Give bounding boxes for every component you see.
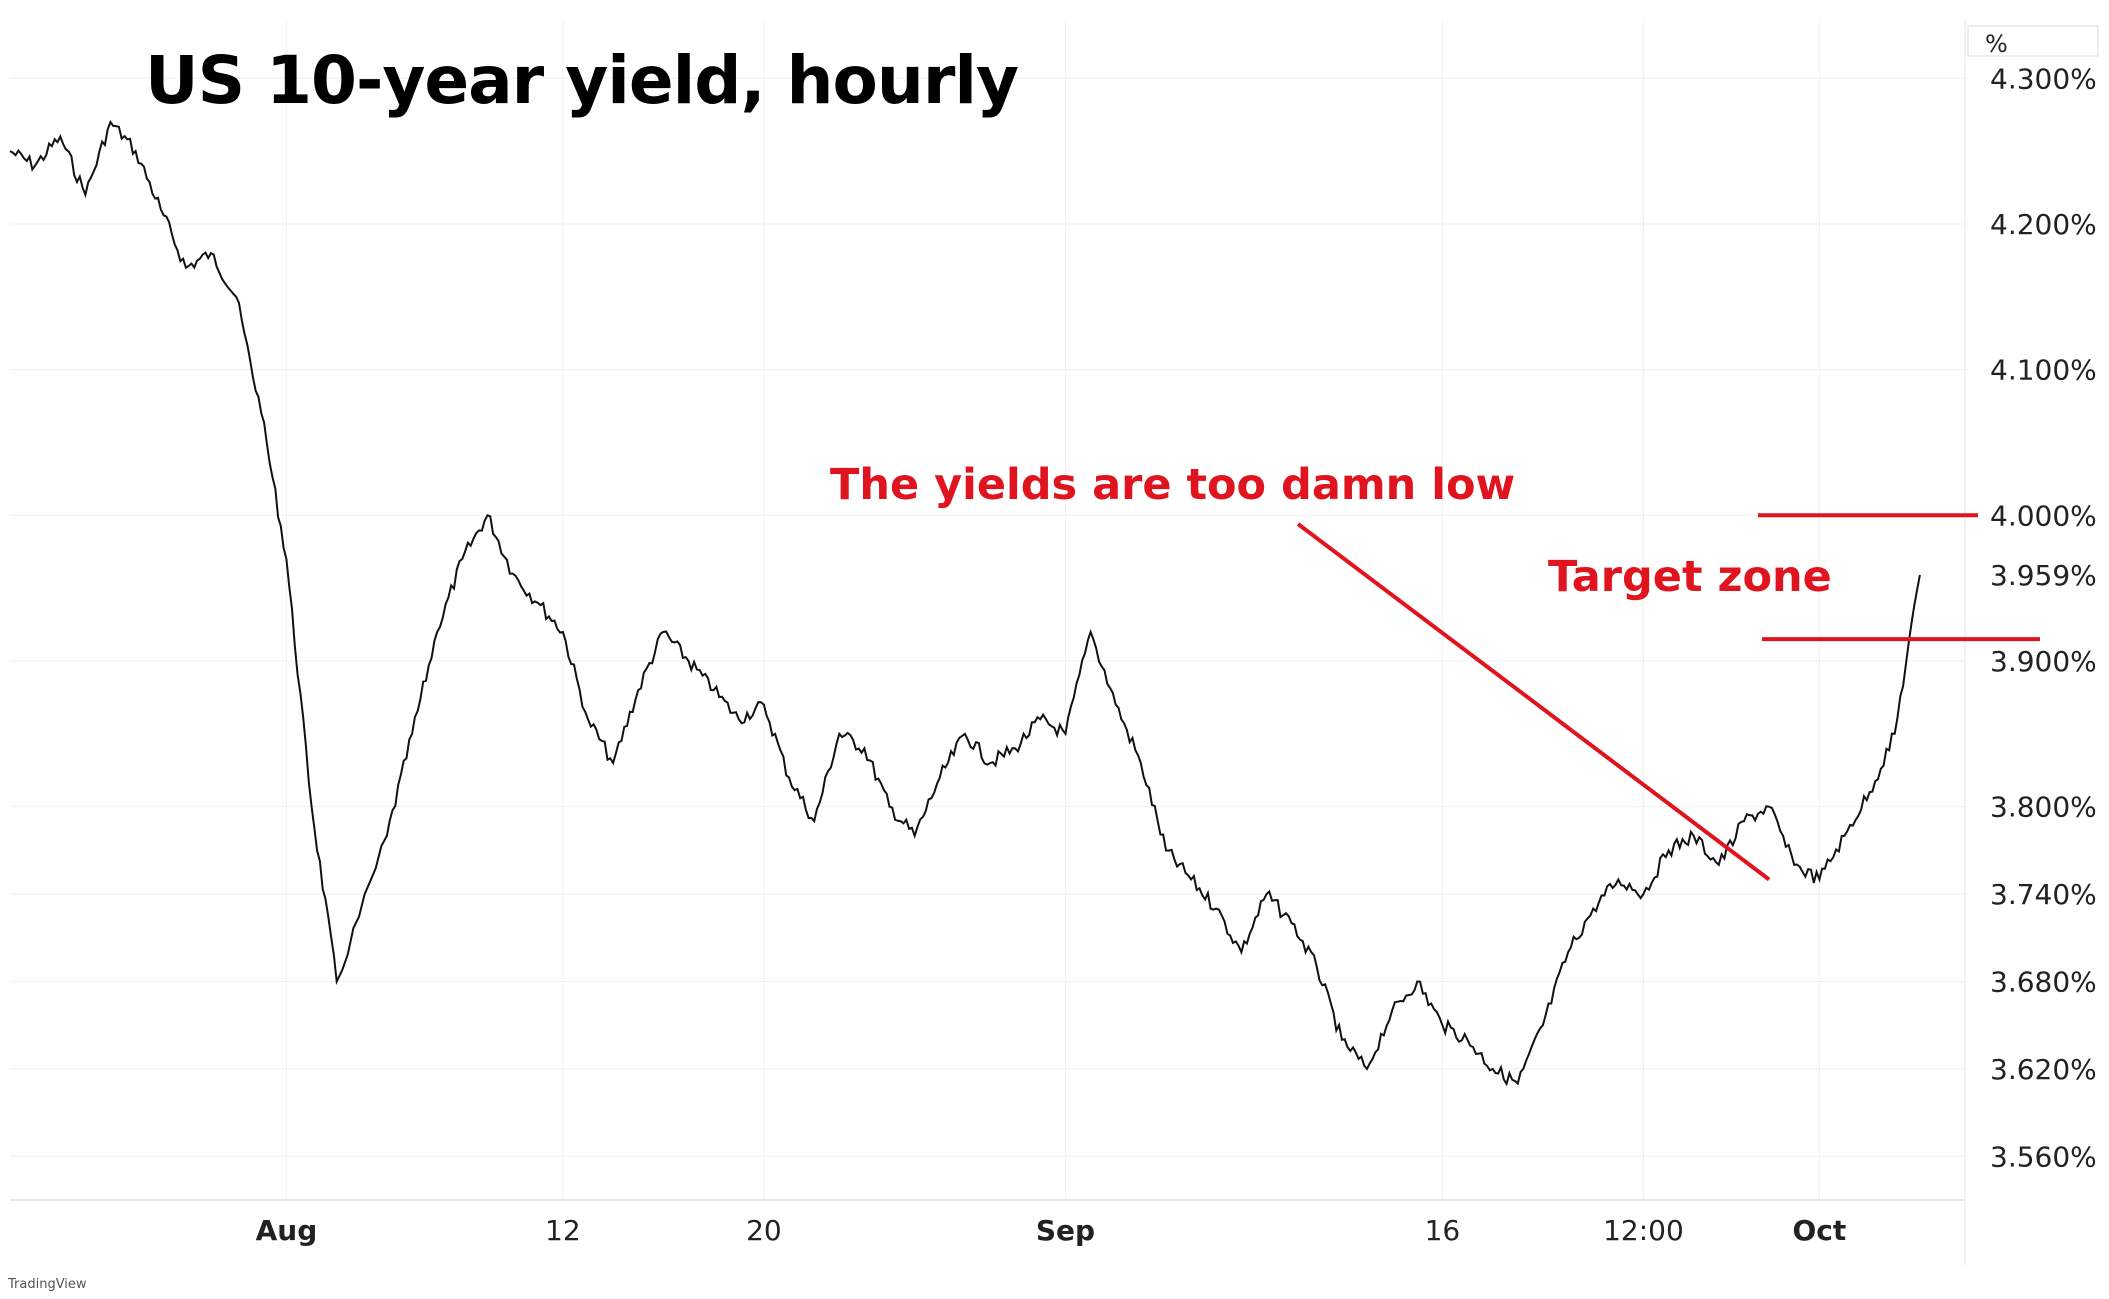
y-tick-label: 3.560% — [1990, 1140, 2097, 1173]
y-tick-label: 4.000% — [1990, 499, 2097, 532]
y-tick-label: 4.100% — [1990, 354, 2097, 387]
x-tick-label: 20 — [746, 1214, 782, 1247]
y-tick-label: 3.800% — [1990, 791, 2097, 824]
y-tick-label: 3.959% — [1990, 559, 2097, 592]
x-tick-label: 16 — [1425, 1214, 1461, 1247]
y-tick-label: 3.740% — [1990, 878, 2097, 911]
x-tick-label: Aug — [256, 1214, 318, 1247]
grid-lines — [10, 20, 1965, 1200]
annotation-arrow — [1296, 522, 1771, 882]
annotation-lines — [1296, 513, 2040, 882]
chart-title: US 10-year yield, hourly — [145, 42, 1019, 119]
x-axis: Aug 12 20 Sep 16 12:00 Oct — [256, 1214, 1847, 1247]
x-tick-label: 12:00 — [1603, 1214, 1684, 1247]
annotation-target-zone: Target zone — [1548, 552, 1832, 602]
y-tick-label: 4.200% — [1990, 208, 2097, 241]
x-tick-label: Oct — [1792, 1214, 1846, 1247]
y-tick-label: 3.620% — [1990, 1053, 2097, 1086]
price-line — [9, 119, 1921, 1087]
y-axis: 4.300% 4.200% 4.100% 4.000% 3.959% 3.900% 3.80… — [1990, 62, 2097, 1173]
brand-label: TradingView — [8, 1277, 87, 1292]
x-tick-label: 12 — [545, 1214, 581, 1247]
y-tick-label: 4.300% — [1990, 62, 2097, 95]
price-scale-unit-box — [1967, 25, 2099, 57]
x-tick-label: Sep — [1036, 1214, 1095, 1247]
y-axis-unit: % — [1985, 30, 2008, 58]
annotation-too-low: The yields are too damn low — [830, 460, 1516, 510]
y-tick-label: 3.900% — [1990, 645, 2097, 678]
y-tick-label: 3.680% — [1990, 965, 2097, 998]
